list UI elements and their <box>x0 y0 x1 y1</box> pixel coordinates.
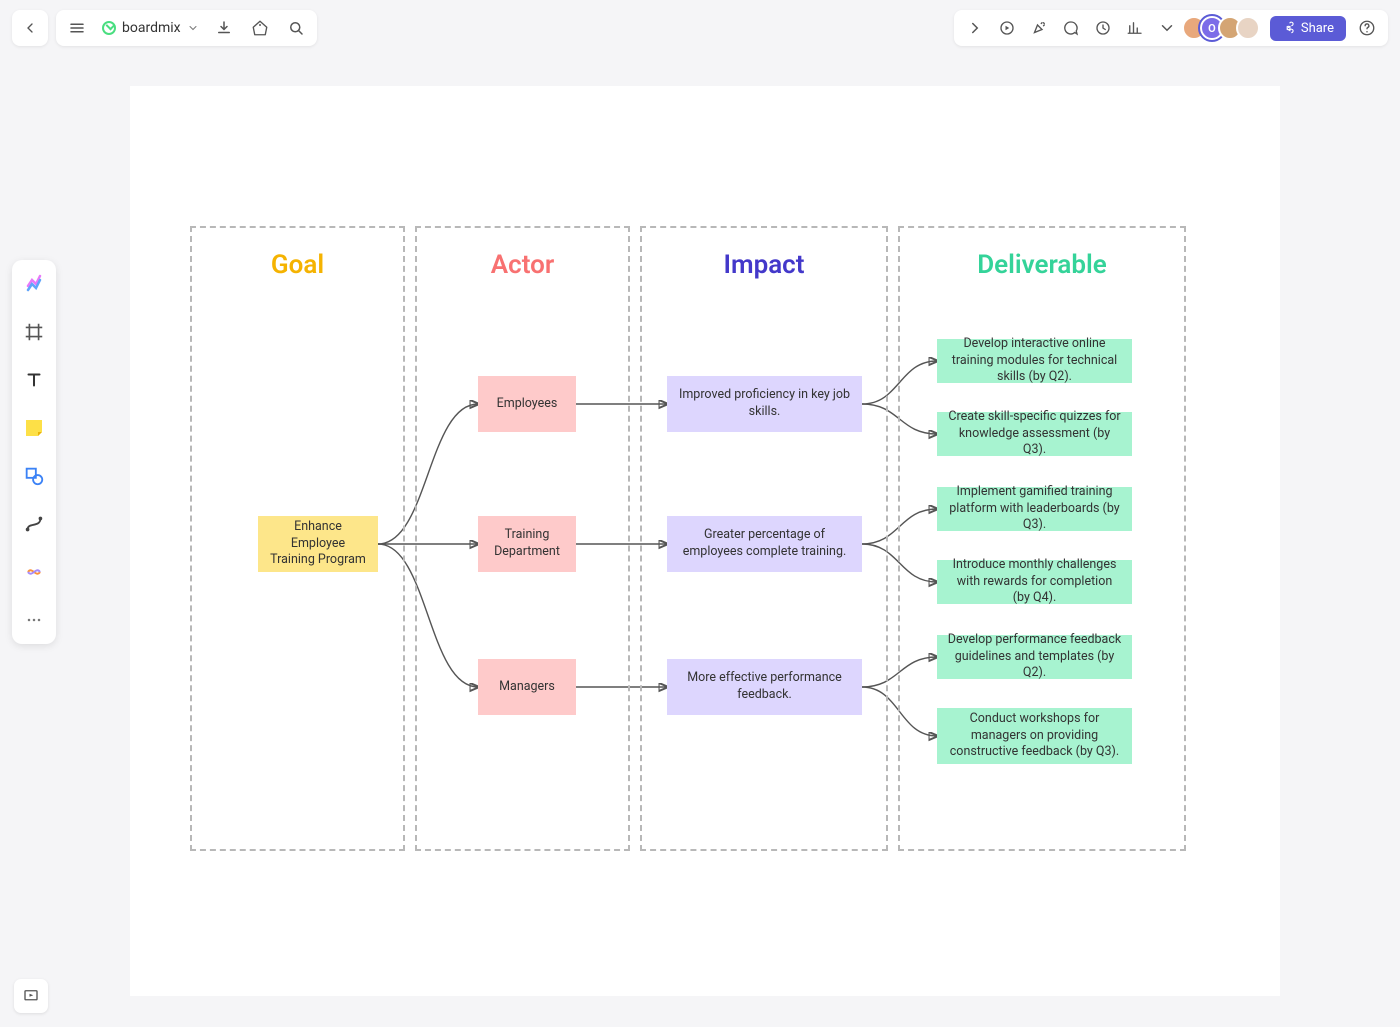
column-title: Deliverable <box>900 250 1184 280</box>
impact-node[interactable]: More effective performance feedback. <box>667 659 862 715</box>
tag-icon[interactable] <box>249 17 271 39</box>
mindmap-tool[interactable] <box>20 558 48 586</box>
chevron-right-icon[interactable] <box>964 17 986 39</box>
chart-icon[interactable] <box>1124 17 1146 39</box>
deliverable-node[interactable]: Conduct workshops for managers on provid… <box>937 708 1132 764</box>
canvas[interactable]: Goal Actor Impact Deliverable Enhance Emplo… <box>130 86 1280 996</box>
brand-label: boardmix <box>122 20 181 36</box>
help-icon[interactable] <box>1356 17 1378 39</box>
tool-panel <box>12 260 56 644</box>
presentation-icon[interactable] <box>14 979 48 1013</box>
impact-node[interactable]: Improved proficiency in key job skills. <box>667 376 862 432</box>
frame-tool[interactable] <box>20 318 48 346</box>
text-tool[interactable] <box>20 366 48 394</box>
menu-icon[interactable] <box>66 17 88 39</box>
play-icon[interactable] <box>996 17 1018 39</box>
actor-node[interactable]: Managers <box>478 659 576 715</box>
deliverable-node[interactable]: Implement gamified training platform wit… <box>937 487 1132 531</box>
search-icon[interactable] <box>285 17 307 39</box>
chevron-down-icon <box>187 22 199 34</box>
share-button[interactable]: Share <box>1270 16 1346 41</box>
actor-node[interactable]: Training Department <box>478 516 576 572</box>
column-title: Goal <box>192 250 403 280</box>
chevron-down-icon[interactable] <box>1156 17 1178 39</box>
sticky-note-tool[interactable] <box>20 414 48 442</box>
back-button[interactable] <box>12 10 48 46</box>
brand-selector[interactable]: boardmix <box>102 20 199 36</box>
download-icon[interactable] <box>213 17 235 39</box>
cloud-sync-icon <box>102 21 116 35</box>
deliverable-node[interactable]: Introduce monthly challenges with reward… <box>937 560 1132 604</box>
actor-node[interactable]: Employees <box>478 376 576 432</box>
column-title: Actor <box>417 250 628 280</box>
goal-node[interactable]: Enhance Employee Training Program <box>258 516 378 572</box>
deliverable-node[interactable]: Create skill-specific quizzes for knowle… <box>937 412 1132 456</box>
history-icon[interactable] <box>1092 17 1114 39</box>
comment-icon[interactable] <box>1060 17 1082 39</box>
more-tools[interactable] <box>20 606 48 634</box>
collaborator-avatars[interactable]: O <box>1188 16 1260 40</box>
shape-tool[interactable] <box>20 462 48 490</box>
avatar[interactable] <box>1236 16 1260 40</box>
column-title: Impact <box>642 250 886 280</box>
impact-node[interactable]: Greater percentage of employees complete… <box>667 516 862 572</box>
deliverable-node[interactable]: Develop performance feedback guidelines … <box>937 635 1132 679</box>
connector-tool[interactable] <box>20 510 48 538</box>
celebrate-icon[interactable] <box>1028 17 1050 39</box>
share-label: Share <box>1301 21 1334 36</box>
templates-tool[interactable] <box>20 270 48 298</box>
deliverable-node[interactable]: Develop interactive online training modu… <box>937 339 1132 383</box>
